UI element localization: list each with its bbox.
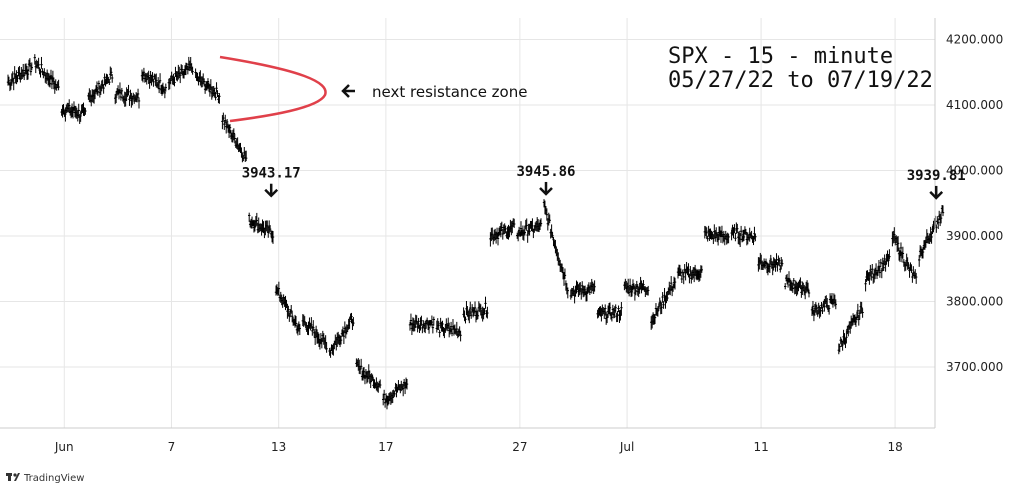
y-tick-label: 3900.000 (946, 229, 1003, 243)
grid (0, 18, 935, 428)
y-tick-label: 4000.000 (946, 164, 1003, 178)
y-tick-label: 3800.000 (946, 295, 1003, 309)
resistance-zone-curve (219, 55, 327, 123)
x-tick-label: 18 (887, 440, 902, 454)
resistance-note: next resistance zone (372, 83, 527, 101)
tradingview-logo-icon (6, 473, 20, 481)
y-tick-label: 3700.000 (946, 360, 1003, 374)
tradingview-logo: TradingView (6, 473, 84, 484)
x-axis-ticks[interactable]: Jun 7 13 17 27 Jul 11 18 (54, 440, 903, 454)
x-tick-label: 13 (271, 440, 286, 454)
peak-annotations: 3943.17 3945.86 3939.81 (242, 164, 966, 200)
x-tick-label: Jun (54, 440, 74, 454)
y-axis-ticks[interactable]: 3700.000 3800.000 3900.000 4000.000 4100.000… (946, 33, 1003, 375)
chart-subtitle: 05/27/22 to 07/19/22 (668, 68, 933, 93)
resistance-arrow-icon (341, 84, 355, 98)
price-series (6, 54, 945, 410)
down-arrow-icon (539, 181, 553, 196)
x-tick-label: 7 (168, 440, 176, 454)
x-tick-label: 11 (753, 440, 768, 454)
y-tick-label: 4200.000 (946, 33, 1003, 47)
down-arrow-icon (929, 185, 944, 200)
peak-label: 3945.86 (516, 164, 575, 180)
peak-label: 3943.17 (242, 166, 301, 182)
x-tick-label: 27 (512, 440, 527, 454)
tradingview-logo-text: TradingView (23, 473, 84, 484)
down-arrow-icon (264, 183, 279, 198)
x-tick-label: 17 (378, 440, 393, 454)
peak-label: 3939.81 (907, 168, 966, 184)
x-tick-label: Jul (619, 440, 634, 454)
y-tick-label: 4100.000 (946, 98, 1003, 112)
chart-title: SPX - 15 - minute (668, 44, 893, 69)
